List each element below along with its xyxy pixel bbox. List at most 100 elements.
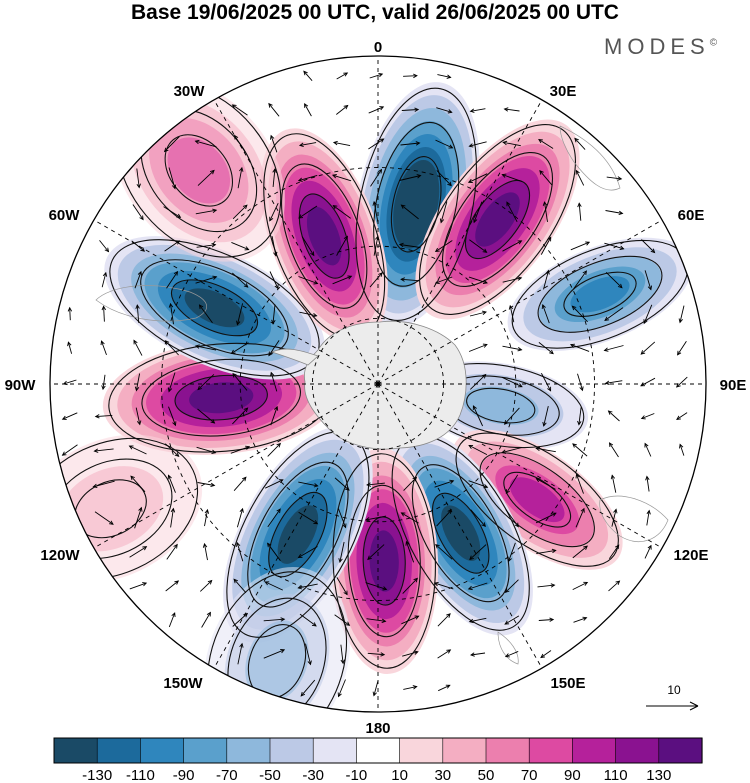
vector-shaft (232, 407, 248, 425)
vector-shaft (101, 340, 107, 356)
vector-head (338, 558, 343, 563)
wind-vector (537, 583, 556, 588)
vector-shaft (340, 644, 344, 664)
wind-vector (679, 443, 685, 456)
vector-shaft (332, 275, 352, 285)
vector-shaft (197, 408, 215, 424)
vector-head (650, 248, 656, 254)
vector-head (230, 349, 236, 354)
vector-head (579, 386, 584, 392)
vector-shaft (611, 475, 617, 493)
vector-head (142, 582, 148, 587)
vector-head (379, 106, 385, 111)
colorbar-swatch (399, 737, 444, 764)
wind-vector (437, 613, 451, 627)
vector-shaft (236, 542, 244, 562)
vector-head (94, 414, 100, 419)
lon-label-150e: 150E (550, 675, 585, 692)
wind-vector (164, 240, 181, 252)
vector-shaft (576, 474, 584, 494)
wind-vector (540, 236, 552, 255)
wind-vector (401, 107, 420, 112)
vector-head (245, 445, 251, 450)
vector-shaft (338, 679, 346, 697)
vector-shaft (170, 508, 174, 528)
vector-shaft (337, 508, 347, 528)
wind-vector (263, 617, 286, 622)
vector-shaft (69, 307, 71, 321)
wind-vector (168, 406, 177, 427)
vector-head (574, 137, 579, 143)
lon-label-30e: 30E (550, 83, 577, 100)
wind-vector (198, 304, 213, 324)
wind-vector (263, 649, 286, 659)
vector-head (472, 405, 477, 411)
vector-shaft (543, 270, 549, 290)
vector-shaft (103, 306, 105, 322)
wind-vector (268, 102, 280, 117)
vector-shaft (437, 649, 451, 659)
vector-shaft (641, 413, 655, 419)
lon-label-120e: 120E (673, 547, 708, 564)
vector-shaft (67, 342, 73, 354)
wind-vector (170, 507, 176, 528)
wind-vector (338, 541, 345, 563)
vector-head (551, 512, 557, 517)
lon-label-0: 0 (374, 39, 382, 56)
vector-shaft (543, 405, 549, 427)
colorbar-tick-label: 10 (391, 767, 408, 783)
vector-head (140, 247, 146, 252)
vector-head (137, 270, 142, 276)
colorbar-tick-label: 70 (521, 767, 538, 783)
wind-vector (540, 650, 552, 659)
vector-shaft (578, 407, 582, 425)
vector-shaft (263, 618, 285, 622)
vector-head (646, 509, 651, 515)
wind-vector (300, 679, 316, 697)
vector-shaft (435, 240, 453, 252)
vector-head (280, 617, 286, 622)
wind-vector (234, 134, 246, 153)
vector-shaft (572, 305, 588, 323)
vector-head (303, 70, 308, 76)
wind-vector (202, 542, 208, 561)
wind-vector (129, 546, 148, 558)
vector-head (312, 312, 318, 318)
streamline (347, 484, 421, 638)
vector-head (345, 621, 351, 626)
wind-vector (298, 481, 319, 488)
vector-head (206, 611, 211, 617)
vector-head (297, 585, 303, 590)
vector-head (615, 580, 621, 585)
vector-shaft (502, 174, 522, 182)
colorbar-swatch (140, 737, 185, 764)
wind-vector (541, 372, 552, 392)
wind-vector (606, 176, 623, 181)
wind-vector (267, 508, 281, 528)
vector-shaft (505, 474, 519, 494)
vector-head (194, 344, 200, 349)
vector-shaft (199, 304, 213, 324)
vector-shaft (305, 643, 311, 665)
vector-head (337, 692, 342, 698)
vector-shaft (270, 135, 278, 153)
wind-vector (199, 579, 213, 592)
wind-vector (535, 512, 557, 524)
wind-vector (101, 305, 106, 322)
lon-label-120w: 120W (40, 547, 80, 564)
vector-shaft (231, 342, 249, 354)
wind-vector (543, 269, 550, 290)
vector-head (503, 420, 509, 425)
wind-vector (132, 204, 144, 221)
vector-head (502, 140, 508, 146)
wind-vector (577, 202, 582, 221)
vector-head (175, 240, 181, 245)
vector-head (372, 691, 377, 697)
vector-shaft (163, 206, 181, 218)
vector-head (435, 544, 440, 549)
vector-head (503, 107, 509, 112)
reference-vector: 10 (646, 683, 699, 711)
anomaly-lobe (413, 361, 589, 450)
streamline (247, 461, 349, 608)
streamline (441, 151, 554, 288)
